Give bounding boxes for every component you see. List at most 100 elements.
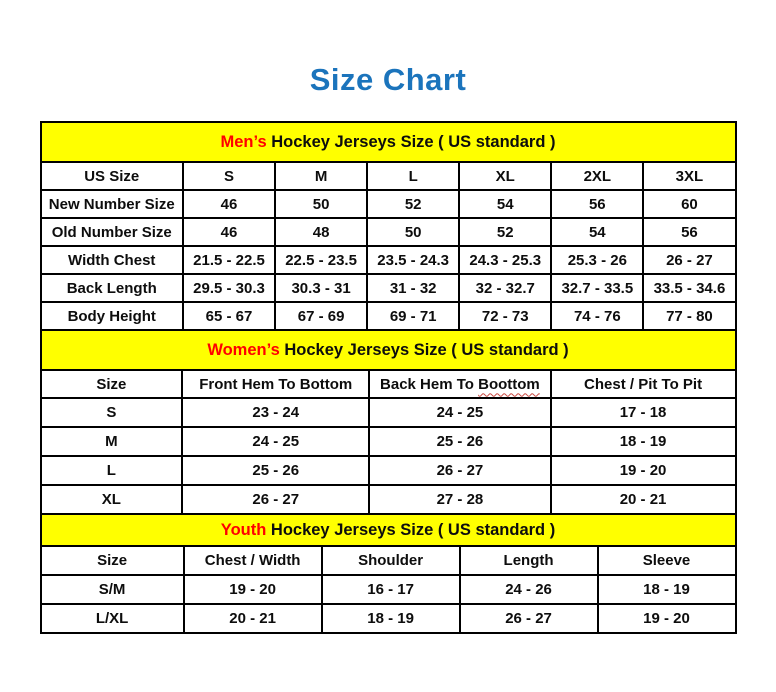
cell: 24 - 25 — [368, 397, 552, 428]
cell: 52 — [366, 189, 461, 219]
cell: 26 - 27 — [642, 245, 737, 275]
cell: 19 - 20 — [549, 455, 737, 486]
cell: 33.5 - 34.6 — [642, 273, 737, 303]
cell: 67 - 69 — [274, 301, 369, 331]
column-header-misspelled: Back Hem To Boottom — [368, 369, 552, 399]
row-label: Old Number Size — [39, 217, 184, 247]
row-label: S — [39, 397, 184, 428]
cell: 74 - 76 — [550, 301, 645, 331]
womens-header-row: Size Front Hem To Bottom Back Hem To Boo… — [39, 369, 737, 399]
womens-size-table: Women’s Hockey Jerseys Size ( US standar… — [39, 329, 737, 515]
youth-section-title-rest: Hockey Jerseys Size ( US standard ) — [270, 520, 556, 539]
youth-header-row: Size Chest / Width Shoulder Length Sleev… — [39, 545, 737, 576]
cell: 18 - 19 — [549, 426, 737, 457]
cell: 50 — [274, 189, 369, 219]
cell: 65 - 67 — [181, 301, 277, 331]
column-header: 3XL — [642, 161, 737, 191]
cell: 18 - 19 — [320, 603, 461, 634]
cell: 16 - 17 — [320, 574, 461, 605]
column-header: XL — [458, 161, 553, 191]
mens-size-table: Men’s Hockey Jerseys Size ( US standard … — [39, 121, 737, 331]
womens-section-title: Women’s Hockey Jerseys Size ( US standar… — [39, 329, 737, 371]
row-label: Width Chest — [39, 245, 184, 275]
cell: 54 — [458, 189, 553, 219]
cell: 20 - 21 — [549, 484, 737, 515]
cell: 48 — [274, 217, 369, 247]
youth-size-table: Youth Hockey Jerseys Size ( US standard … — [39, 513, 737, 634]
cell: 56 — [642, 217, 737, 247]
cell: 54 — [550, 217, 645, 247]
mens-section-title: Men’s Hockey Jerseys Size ( US standard … — [39, 121, 737, 163]
cell: 22.5 - 23.5 — [274, 245, 369, 275]
cell: 32 - 32.7 — [458, 273, 553, 303]
column-header: L — [366, 161, 461, 191]
cell: 24.3 - 25.3 — [458, 245, 553, 275]
row-label: M — [39, 426, 184, 457]
cell: 29.5 - 30.3 — [181, 273, 277, 303]
cell: 26 - 27 — [458, 603, 599, 634]
column-header-text: Back Hem To — [380, 375, 474, 393]
cell: 46 — [181, 189, 277, 219]
cell: 26 - 27 — [368, 455, 552, 486]
table-row: L/XL 20 - 21 18 - 19 26 - 27 19 - 20 — [39, 603, 737, 634]
cell: 19 - 20 — [182, 574, 323, 605]
cell: 24 - 25 — [181, 426, 371, 457]
cell: 17 - 18 — [549, 397, 737, 428]
cell: 18 - 19 — [596, 574, 737, 605]
womens-section-band: Women’s Hockey Jerseys Size ( US standar… — [39, 329, 737, 371]
cell: 25 - 26 — [368, 426, 552, 457]
table-row: M 24 - 25 25 - 26 18 - 19 — [39, 426, 737, 457]
table-row: XL 26 - 27 27 - 28 20 - 21 — [39, 484, 737, 515]
cell: 27 - 28 — [368, 484, 552, 515]
table-row: Width Chest 21.5 - 22.5 22.5 - 23.5 23.5… — [39, 245, 737, 275]
cell: 50 — [366, 217, 461, 247]
cell: 72 - 73 — [458, 301, 553, 331]
column-header: 2XL — [550, 161, 645, 191]
row-label: Back Length — [39, 273, 184, 303]
womens-section-title-rest: Hockey Jerseys Size ( US standard ) — [284, 340, 569, 359]
row-label: New Number Size — [39, 189, 184, 219]
mens-section-band: Men’s Hockey Jerseys Size ( US standard … — [39, 121, 737, 163]
table-row: S/M 19 - 20 16 - 17 24 - 26 18 - 19 — [39, 574, 737, 605]
column-header: Front Hem To Bottom — [181, 369, 371, 399]
cell: 23.5 - 24.3 — [366, 245, 461, 275]
cell: 69 - 71 — [366, 301, 461, 331]
row-label: S/M — [39, 574, 185, 605]
cell: 52 — [458, 217, 553, 247]
cell: 46 — [181, 217, 277, 247]
youth-section-band: Youth Hockey Jerseys Size ( US standard … — [39, 513, 737, 547]
cell: 25.3 - 26 — [550, 245, 645, 275]
column-header: Chest / Pit To Pit — [549, 369, 737, 399]
column-header: US Size — [39, 161, 184, 191]
cell: 24 - 26 — [458, 574, 599, 605]
row-label: XL — [39, 484, 184, 515]
column-header: Size — [39, 545, 185, 576]
cell: 60 — [642, 189, 737, 219]
cell: 30.3 - 31 — [274, 273, 369, 303]
mens-section-title-highlight: Men’s — [220, 132, 267, 151]
cell: 23 - 24 — [181, 397, 371, 428]
cell: 25 - 26 — [181, 455, 371, 486]
mens-header-row: US Size S M L XL 2XL 3XL — [39, 161, 737, 191]
youth-section-title: Youth Hockey Jerseys Size ( US standard … — [39, 513, 737, 547]
cell: 56 — [550, 189, 645, 219]
column-header: Length — [458, 545, 599, 576]
cell: 26 - 27 — [181, 484, 371, 515]
youth-section-title-highlight: Youth — [220, 520, 267, 539]
column-header: M — [274, 161, 369, 191]
page-title: Size Chart — [309, 62, 467, 97]
row-label: L — [39, 455, 184, 486]
size-chart-tables: Men’s Hockey Jerseys Size ( US standard … — [39, 121, 737, 634]
row-label: Body Height — [39, 301, 184, 331]
column-header: Chest / Width — [182, 545, 323, 576]
row-label: L/XL — [39, 603, 185, 634]
misspelled-word: Boottom — [478, 375, 540, 393]
table-row: S 23 - 24 24 - 25 17 - 18 — [39, 397, 737, 428]
column-header: Size — [39, 369, 184, 399]
table-row: Back Length 29.5 - 30.3 30.3 - 31 31 - 3… — [39, 273, 737, 303]
table-row: Old Number Size 46 48 50 52 54 56 — [39, 217, 737, 247]
cell: 32.7 - 33.5 — [550, 273, 645, 303]
column-header: S — [181, 161, 277, 191]
cell: 21.5 - 22.5 — [181, 245, 277, 275]
